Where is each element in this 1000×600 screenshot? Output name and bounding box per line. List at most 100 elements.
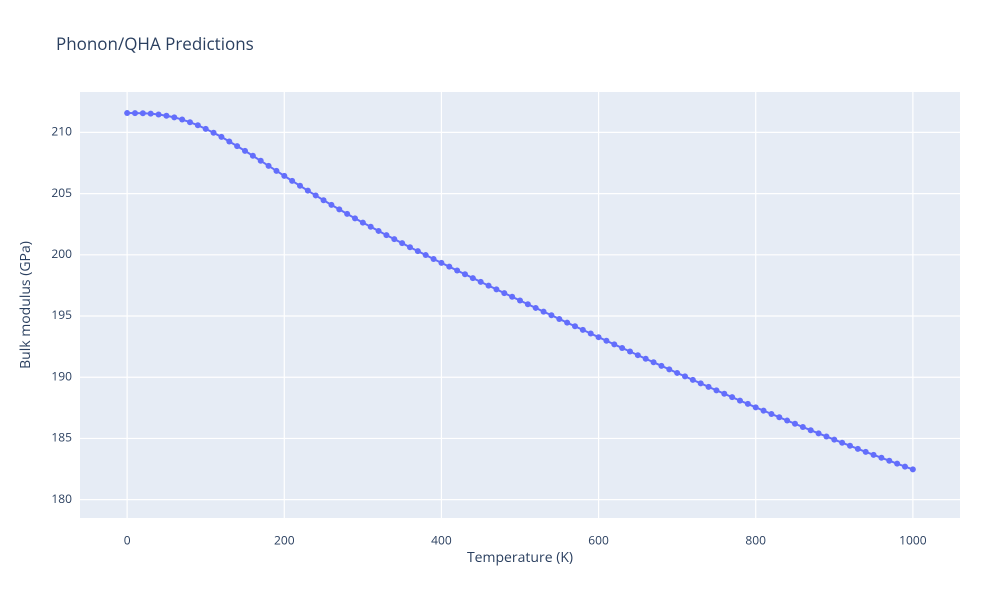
data-point[interactable] (635, 352, 641, 358)
data-point[interactable] (203, 126, 209, 132)
data-point[interactable] (399, 240, 405, 246)
data-point[interactable] (784, 418, 790, 424)
data-point[interactable] (525, 301, 531, 307)
data-point[interactable] (218, 134, 224, 140)
data-point[interactable] (140, 110, 146, 116)
data-point[interactable] (533, 305, 539, 311)
data-point[interactable] (266, 163, 272, 169)
data-point[interactable] (831, 437, 837, 443)
data-point[interactable] (878, 455, 884, 461)
data-point[interactable] (328, 202, 334, 208)
data-point[interactable] (352, 215, 358, 221)
data-point[interactable] (446, 264, 452, 270)
data-point[interactable] (776, 414, 782, 420)
data-point[interactable] (407, 244, 413, 250)
data-point[interactable] (761, 408, 767, 414)
data-point[interactable] (855, 446, 861, 452)
data-point[interactable] (690, 377, 696, 383)
data-point[interactable] (454, 267, 460, 273)
data-point[interactable] (816, 430, 822, 436)
data-point[interactable] (564, 320, 570, 326)
data-point[interactable] (226, 138, 232, 144)
data-point[interactable] (800, 424, 806, 430)
data-point[interactable] (415, 248, 421, 254)
data-point[interactable] (823, 433, 829, 439)
data-point[interactable] (902, 464, 908, 470)
data-point[interactable] (486, 283, 492, 289)
data-point[interactable] (462, 271, 468, 277)
data-point[interactable] (289, 178, 295, 184)
data-point[interactable] (541, 309, 547, 315)
data-point[interactable] (619, 345, 625, 351)
data-point[interactable] (305, 188, 311, 194)
data-point[interactable] (674, 370, 680, 376)
data-point[interactable] (886, 458, 892, 464)
data-point[interactable] (839, 440, 845, 446)
data-point[interactable] (368, 224, 374, 230)
data-point[interactable] (627, 349, 633, 355)
data-point[interactable] (179, 117, 185, 123)
data-point[interactable] (729, 394, 735, 400)
data-point[interactable] (383, 232, 389, 238)
data-point[interactable] (682, 373, 688, 379)
data-point[interactable] (423, 252, 429, 258)
data-point[interactable] (698, 380, 704, 386)
data-point[interactable] (713, 387, 719, 393)
data-point[interactable] (281, 173, 287, 179)
data-point[interactable] (132, 110, 138, 116)
data-point[interactable] (336, 206, 342, 212)
plot-background[interactable] (80, 92, 960, 518)
data-point[interactable] (258, 158, 264, 164)
data-point[interactable] (721, 391, 727, 397)
data-point[interactable] (588, 331, 594, 337)
data-point[interactable] (501, 290, 507, 296)
data-point[interactable] (792, 421, 798, 427)
data-point[interactable] (470, 275, 476, 281)
data-point[interactable] (548, 312, 554, 318)
data-point[interactable] (438, 260, 444, 266)
data-point[interactable] (124, 110, 130, 116)
data-point[interactable] (360, 220, 366, 226)
data-point[interactable] (376, 228, 382, 234)
data-point[interactable] (658, 363, 664, 369)
data-point[interactable] (871, 452, 877, 458)
data-point[interactable] (706, 384, 712, 390)
data-point[interactable] (187, 119, 193, 125)
data-point[interactable] (863, 449, 869, 455)
data-point[interactable] (611, 341, 617, 347)
data-point[interactable] (242, 148, 248, 154)
data-point[interactable] (910, 466, 916, 472)
data-point[interactable] (666, 366, 672, 372)
data-point[interactable] (344, 211, 350, 217)
data-point[interactable] (273, 168, 279, 174)
data-point[interactable] (234, 143, 240, 149)
data-point[interactable] (894, 461, 900, 467)
plot-svg[interactable]: 18018519019520020521002004006008001000Te… (80, 92, 960, 518)
data-point[interactable] (580, 327, 586, 333)
data-point[interactable] (478, 279, 484, 285)
data-point[interactable] (493, 286, 499, 292)
data-point[interactable] (509, 294, 515, 300)
data-point[interactable] (572, 323, 578, 329)
data-point[interactable] (431, 256, 437, 262)
data-point[interactable] (651, 359, 657, 365)
data-point[interactable] (808, 427, 814, 433)
data-point[interactable] (163, 113, 169, 119)
data-point[interactable] (768, 411, 774, 417)
data-point[interactable] (556, 316, 562, 322)
data-point[interactable] (171, 114, 177, 120)
data-point[interactable] (321, 197, 327, 203)
data-point[interactable] (753, 404, 759, 410)
data-point[interactable] (148, 111, 154, 117)
data-point[interactable] (211, 130, 217, 136)
data-point[interactable] (391, 236, 397, 242)
data-point[interactable] (313, 192, 319, 198)
data-point[interactable] (517, 297, 523, 303)
data-point[interactable] (603, 338, 609, 344)
data-point[interactable] (195, 122, 201, 128)
data-point[interactable] (745, 401, 751, 407)
data-point[interactable] (737, 398, 743, 404)
data-point[interactable] (643, 356, 649, 362)
data-point[interactable] (847, 443, 853, 449)
data-point[interactable] (250, 153, 256, 159)
